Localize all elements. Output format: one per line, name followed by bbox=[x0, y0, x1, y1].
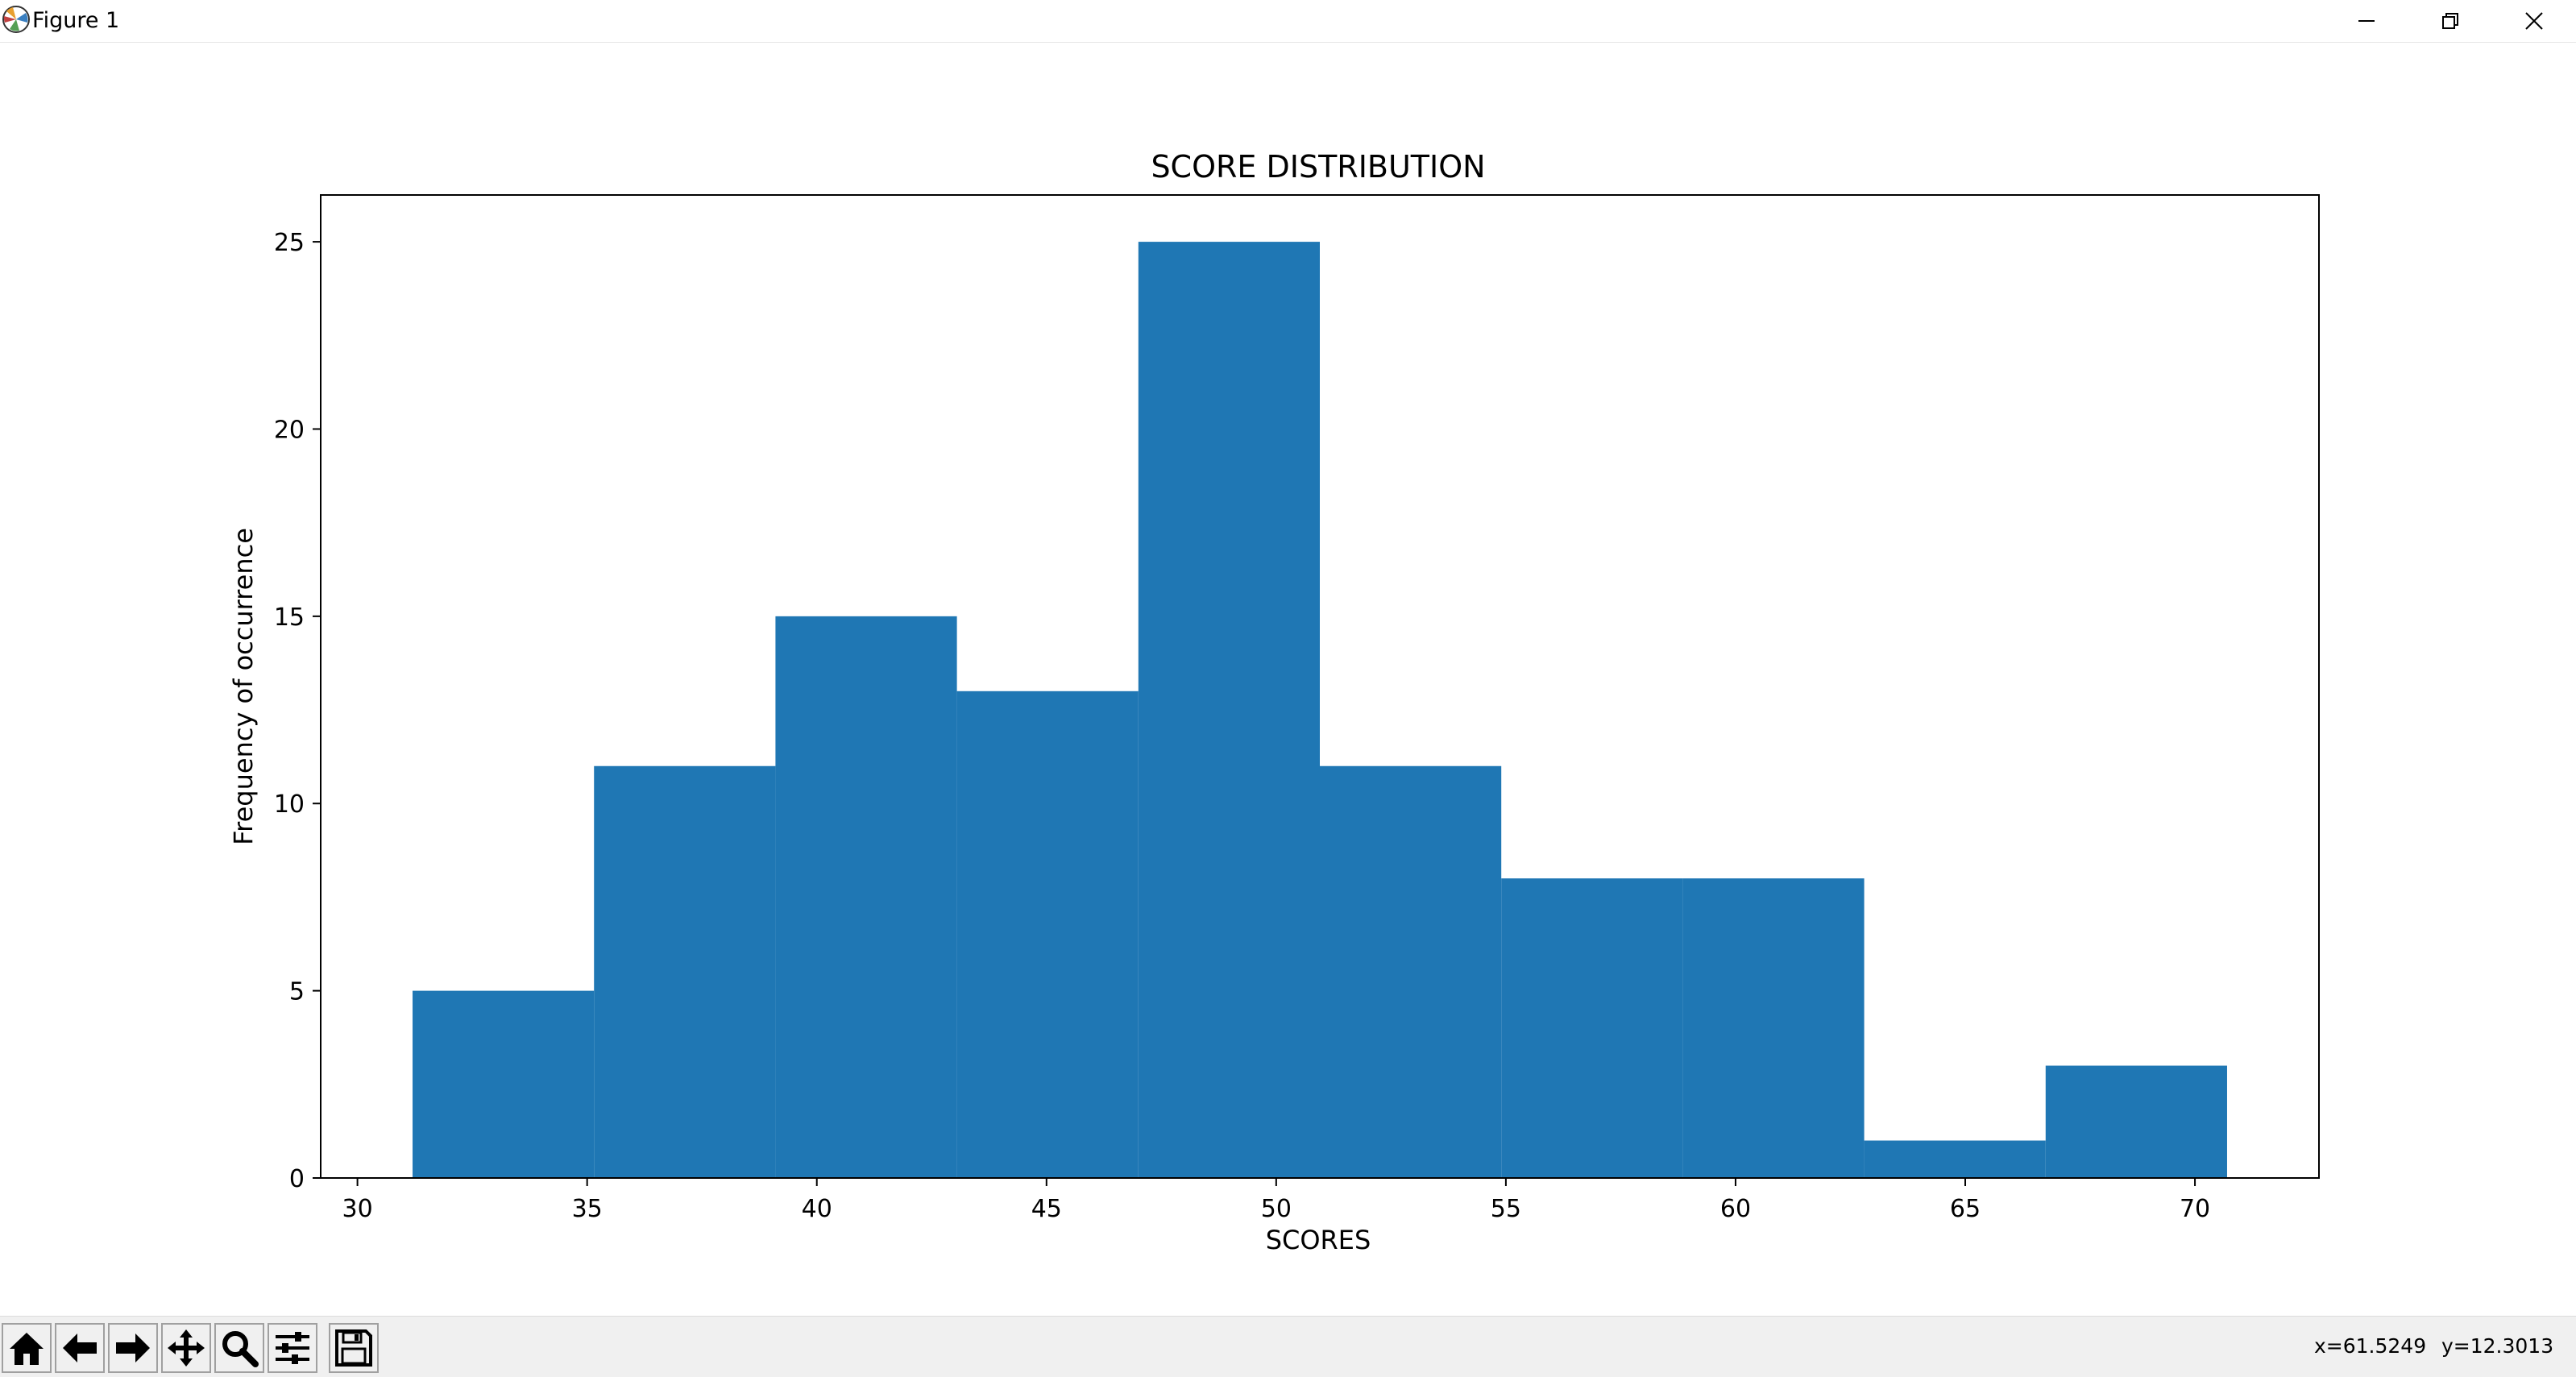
restore-icon bbox=[2442, 13, 2458, 29]
cursor-y-readout: y=12.3013 bbox=[2441, 1334, 2554, 1358]
home-button[interactable] bbox=[2, 1323, 52, 1373]
x-tick-label: 65 bbox=[1950, 1195, 1981, 1223]
forward-button[interactable] bbox=[108, 1323, 158, 1373]
histogram-bar bbox=[1320, 765, 1502, 1178]
close-button[interactable] bbox=[2492, 0, 2576, 42]
histogram-bar bbox=[2045, 1065, 2227, 1178]
histogram-bar bbox=[1682, 878, 1865, 1178]
x-axis-label: SCORES bbox=[1266, 1225, 1371, 1255]
y-tick-label: 15 bbox=[274, 603, 305, 632]
cursor-x-readout: x=61.5249 bbox=[2314, 1334, 2427, 1358]
histogram-bar bbox=[594, 765, 776, 1178]
histogram-bar bbox=[775, 616, 957, 1178]
y-tick-label: 10 bbox=[274, 790, 305, 819]
histogram-bar bbox=[1138, 242, 1320, 1179]
home-icon bbox=[10, 1333, 44, 1365]
title-bar: Figure 1 bbox=[0, 0, 2576, 43]
close-icon bbox=[2525, 12, 2543, 30]
histogram-chart: SCORE DISTRIBUTION 30 35 40 45 50 55 60 65 70 0 5… bbox=[228, 149, 2320, 1255]
histogram-bar bbox=[956, 691, 1139, 1178]
y-tick-label: 5 bbox=[289, 978, 305, 1006]
zoom-button[interactable] bbox=[214, 1323, 264, 1373]
back-button[interactable] bbox=[55, 1323, 105, 1373]
arrow-right-icon bbox=[116, 1333, 150, 1362]
histogram-bar bbox=[413, 990, 595, 1178]
y-axis-label: Frequency of occurrence bbox=[228, 528, 259, 845]
arrow-left-icon bbox=[63, 1333, 97, 1362]
y-tick-label: 0 bbox=[289, 1165, 305, 1193]
sliders-icon bbox=[276, 1332, 309, 1364]
x-tick-label: 35 bbox=[572, 1195, 603, 1223]
pan-button[interactable] bbox=[161, 1323, 211, 1373]
axes-frame bbox=[320, 194, 2320, 1179]
chart-title: SCORE DISTRIBUTION bbox=[1151, 149, 1485, 185]
histogram-bar bbox=[1501, 878, 1683, 1178]
navigation-toolbar: x=61.5249 y=12.3013 bbox=[0, 1316, 2576, 1377]
save-button[interactable] bbox=[329, 1323, 379, 1373]
y-tick-label: 20 bbox=[274, 416, 305, 444]
x-tick-label: 55 bbox=[1491, 1195, 1521, 1223]
histogram-bar bbox=[1864, 1140, 2046, 1178]
minimize-button[interactable] bbox=[2325, 0, 2408, 42]
x-tick-label: 40 bbox=[802, 1195, 832, 1223]
window-title: Figure 1 bbox=[32, 8, 120, 33]
move-icon bbox=[168, 1329, 205, 1367]
floppy-disk-icon bbox=[335, 1329, 372, 1367]
configure-subplots-button[interactable] bbox=[268, 1323, 317, 1373]
x-tick-label: 45 bbox=[1031, 1195, 1062, 1223]
x-tick-label: 60 bbox=[1720, 1195, 1751, 1223]
x-tick-label: 30 bbox=[342, 1195, 373, 1223]
x-tick-label: 70 bbox=[2180, 1195, 2210, 1223]
y-tick-label: 25 bbox=[274, 229, 305, 257]
figure-canvas[interactable]: SCORE DISTRIBUTION 30 35 40 45 50 55 60 65 70 0 5… bbox=[0, 43, 2576, 1316]
magnifier-icon bbox=[222, 1331, 259, 1367]
x-tick-label: 50 bbox=[1261, 1195, 1292, 1223]
matplotlib-logo-icon bbox=[2, 6, 30, 33]
minimize-icon bbox=[2358, 20, 2375, 22]
restore-button[interactable] bbox=[2408, 0, 2492, 42]
